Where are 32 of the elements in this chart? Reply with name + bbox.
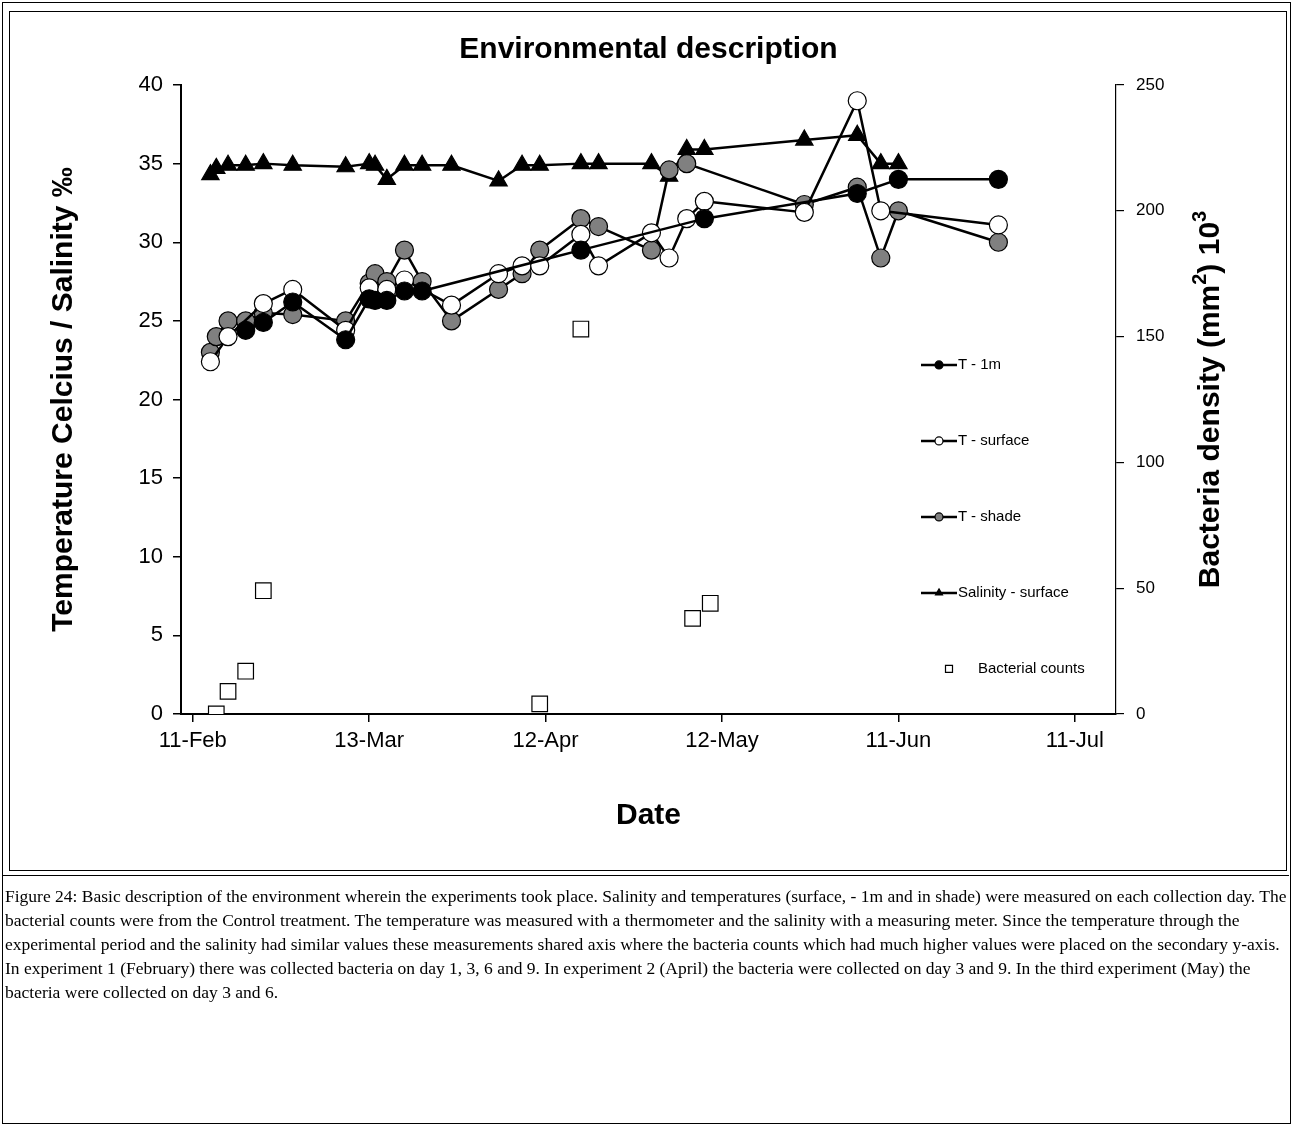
y2-tick-label: 100: [1136, 452, 1165, 472]
legend-label: Bacterial counts: [978, 659, 1085, 677]
y2-tick-label: 250: [1136, 74, 1165, 94]
x-axis-title: Date: [615, 797, 682, 831]
legend-label: Salinity - surface: [958, 583, 1069, 601]
x-tick-label: 12-Apr: [512, 727, 579, 753]
y2-tick-label: 200: [1136, 200, 1165, 220]
y-tick-label: 5: [150, 621, 163, 647]
text: In experiment 1 (February) there was collected bacteria on day 1, 3, 6 and 9. In experiment 2 (April) the bacteria were collected on day 3 and 9. In the third experiment (May) the bacteria were collected on day 3 and 6.: [5, 957, 1252, 1004]
y-tick-label: 35: [138, 149, 163, 175]
legend-label: T - shade: [958, 507, 1022, 525]
chart-title: Environmental description: [459, 31, 838, 65]
x-tick-label: 11-Feb: [158, 727, 227, 753]
y-tick-label: 15: [138, 464, 163, 490]
y-axis-title: Temperature Celcius / Salinity ‰: [45, 167, 79, 632]
y-tick-label: 40: [138, 71, 163, 97]
y-tick-label: 30: [138, 228, 163, 254]
caption: Figure 24: Basic description of the environment wherein the experiments took place. Salinity and temperatures (surface, - 1m and in shade) were measured on each collection day. The bacterial counts were from the Control treatment. The temperature was measured with a thermometer and the salinity with a measuring meter. Since the temperature through the experimental period and the salinity had similar values these measurements shared axis where the bacteria counts which had much higher values were placed on the secondary y-axis.: [5, 885, 1288, 956]
legend-label: T - 1m: [958, 355, 1002, 373]
x-tick-label: 12-May: [685, 727, 759, 753]
x-tick-label: 11-Jun: [865, 727, 932, 753]
y-tick-label: 10: [138, 542, 163, 568]
y2-axis-title: Bacteria density (mm2) 103: [1188, 210, 1226, 589]
x-tick-label: 11-Jul: [1045, 727, 1104, 753]
legend-label: T - surface: [958, 431, 1030, 449]
y-tick-label: 20: [138, 385, 163, 411]
y2-tick-label: 150: [1136, 326, 1165, 346]
x-tick-label: 13-Mar: [334, 727, 405, 753]
y-tick-label: 25: [138, 306, 163, 332]
y2-tick-label: 50: [1136, 577, 1155, 597]
y-tick-label: 0: [150, 700, 163, 726]
y2-tick-label: 0: [1136, 703, 1146, 723]
